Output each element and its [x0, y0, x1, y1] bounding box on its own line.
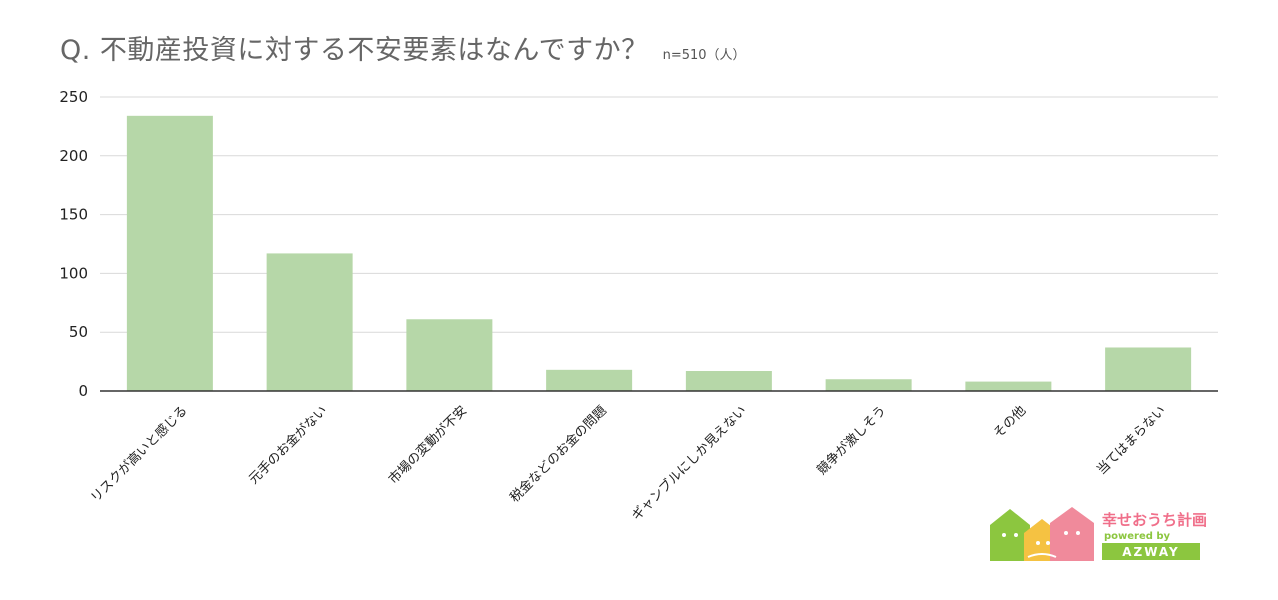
bar [546, 369, 633, 391]
bar [825, 379, 912, 391]
bar [685, 371, 772, 391]
y-tick-label: 150 [59, 206, 88, 224]
bar [266, 253, 353, 391]
x-tick-label: 当てはまらない [1094, 403, 1169, 478]
house-icons [990, 507, 1094, 561]
azway-logo: 幸せおうち計画 powered by AZWAY [988, 505, 1238, 567]
chart-title: Q. 不動産投資に対する不安要素はなんですか？ [60, 35, 649, 66]
x-tick-label: 競争が激しそう [814, 403, 889, 478]
x-tick-label: 元手のお金がない [246, 403, 331, 488]
bar [126, 115, 213, 391]
x-tick-label: その他 [991, 403, 1029, 441]
chart-subtitle: n=510（人） [662, 48, 746, 63]
title-row: Q. 不動産投資に対する不安要素はなんですか？ n=510（人） [60, 28, 746, 68]
bar [965, 381, 1052, 391]
bar [1105, 347, 1192, 391]
y-tick-label: 100 [59, 264, 88, 282]
y-tick-label: 200 [59, 147, 88, 165]
logo-brand: AZWAY [1122, 545, 1180, 559]
y-tick-label: 250 [59, 88, 88, 106]
logo-name: 幸せおうち計画 [1102, 511, 1207, 529]
x-tick-label: 税金などのお金の問題 [507, 403, 610, 506]
x-tick-label: リスクが高いと感じる [87, 403, 190, 506]
bar [406, 319, 493, 391]
x-tick-label: ギャンブルにしか見えない [628, 403, 749, 524]
logo-tagline: powered by [1104, 531, 1171, 542]
x-tick-label: 市場の変動が不安 [385, 403, 470, 488]
y-tick-label: 0 [78, 382, 88, 400]
y-tick-label: 50 [69, 323, 88, 341]
